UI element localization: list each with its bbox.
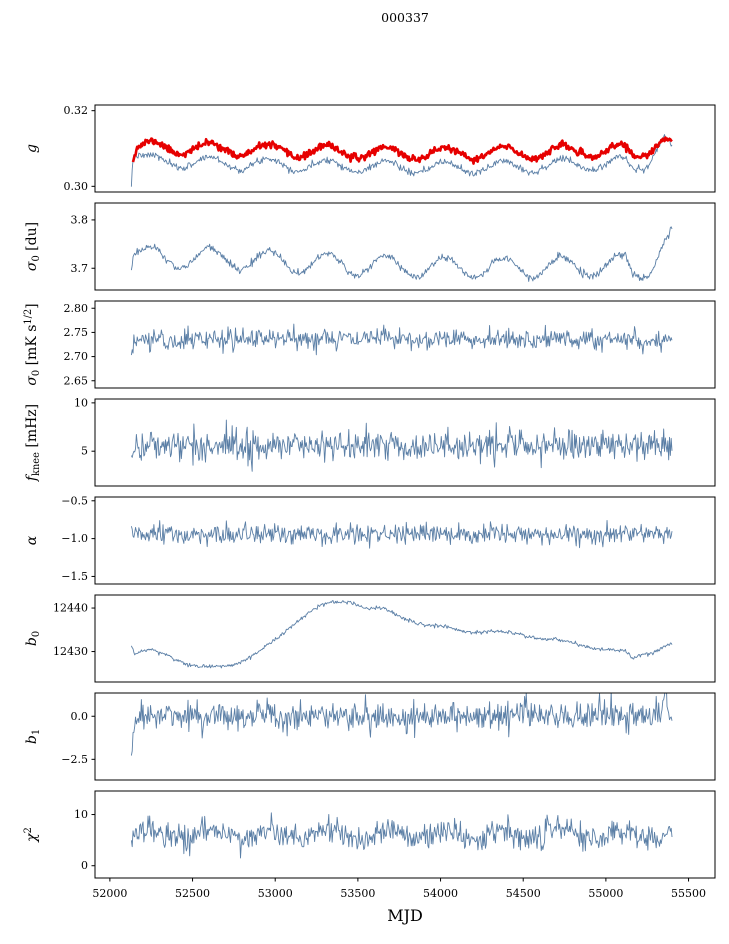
y-axis-label-b0: b0 (24, 631, 42, 646)
axes-frame (94, 496, 716, 585)
series-alpha (130, 519, 673, 549)
y-tick-label: 0 (81, 859, 88, 872)
y-tick-label: 2.70 (64, 350, 89, 363)
panel-g: 0.30 0.32 g (24, 104, 716, 193)
x-tick-label: 52000 (92, 887, 127, 900)
panel-fknee: 5 10 fknee [mHz] (24, 396, 716, 487)
y-tick-label: −1.5 (61, 570, 88, 583)
x-tick-label: 54500 (506, 887, 541, 900)
y-tick-label: −0.5 (61, 494, 88, 507)
axes-frame (94, 790, 716, 879)
axes-frame (94, 594, 716, 683)
axes-frame (94, 202, 716, 291)
panels: 0.30 0.32 g 3.7 3.8 σ0 [du] 2.65 2.70 2.75 2.80 σ0… (0, 100, 729, 884)
axes-frame (94, 300, 716, 389)
x-tick-label: 55500 (671, 887, 706, 900)
axes-frame (94, 104, 716, 193)
y-tick-label: 2.80 (64, 302, 89, 315)
panel-sigma0-du: 3.7 3.8 σ0 [du] (24, 202, 716, 291)
y-axis-label-sigma0-mk: σ0 [mK s1/2] (23, 303, 42, 385)
x-axis-tick-labels: 52000 52500 53000 53500 54000 54500 55000 55500 (0, 884, 729, 904)
series-sigma0-mk (130, 323, 673, 356)
figure-title: 000337 (381, 10, 429, 25)
y-tick-label: 3.8 (71, 213, 89, 226)
panel-b1: −2.5 0.0 b1 (24, 692, 716, 781)
x-tick-label: 55000 (588, 887, 623, 900)
x-tick-label: 52500 (175, 887, 210, 900)
y-tick-label: −2.5 (61, 753, 88, 766)
y-axis-label-fknee: fknee [mHz] (24, 404, 42, 482)
y-tick-label: 5 (81, 445, 88, 458)
y-tick-label: 0.0 (71, 710, 89, 723)
x-tick-label: 53000 (258, 887, 293, 900)
x-tick-label: 54000 (423, 887, 458, 900)
y-axis-label-sigma0-du: σ0 [du] (24, 222, 42, 271)
series-sigma0-du (130, 226, 673, 282)
y-axis-label-b1: b1 (24, 729, 42, 744)
series-fknee (130, 419, 673, 472)
y-tick-label: 2.75 (64, 326, 89, 339)
series-b1 (130, 693, 673, 756)
y-tick-label: −1.0 (61, 532, 88, 545)
y-tick-label: 0.30 (64, 180, 89, 193)
y-tick-label: 12440 (53, 602, 88, 615)
y-tick-label: 2.65 (64, 374, 89, 387)
y-tick-label: 10 (74, 808, 88, 821)
x-axis-label: MJD (387, 906, 423, 925)
series-g-fit (130, 134, 673, 187)
axes-frame (94, 692, 716, 781)
y-axis-label-alpha: α (24, 535, 40, 545)
panel-chi2: 0 10 χ2 (23, 790, 716, 882)
y-tick-label: 12430 (53, 645, 88, 658)
axes-frame (94, 398, 716, 487)
series-g-highlight (131, 136, 673, 165)
y-axis-label-chi2: χ2 (23, 827, 40, 843)
x-tick-label: 53500 (340, 887, 375, 900)
x-tick-row: 52000 52500 53000 53500 54000 54500 55000 55500 (92, 887, 706, 900)
panel-b0: 12430 12440 b0 (24, 594, 716, 683)
y-tick-label: 3.7 (71, 262, 89, 275)
series-chi2 (130, 812, 673, 859)
series-b0 (130, 600, 673, 669)
panel-sigma0-mk: 2.65 2.70 2.75 2.80 σ0 [mK s1/2] (23, 300, 716, 389)
y-tick-label: 0.32 (64, 104, 89, 117)
panel-alpha: −1.5 −1.0 −0.5 α (24, 494, 716, 585)
y-axis-label-g: g (24, 144, 40, 153)
y-tick-label: 10 (74, 396, 88, 409)
